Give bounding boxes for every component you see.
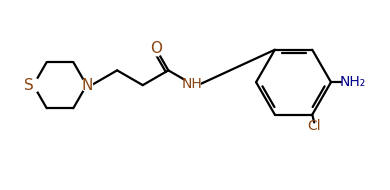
Circle shape [151,44,162,56]
Text: NH₂: NH₂ [340,75,366,89]
Circle shape [27,78,40,92]
Text: Cl: Cl [307,120,321,133]
Text: S: S [24,78,34,93]
Circle shape [81,79,92,91]
Text: N: N [82,78,93,93]
Text: O: O [151,41,163,56]
Circle shape [184,76,200,92]
Text: NH: NH [182,77,203,91]
